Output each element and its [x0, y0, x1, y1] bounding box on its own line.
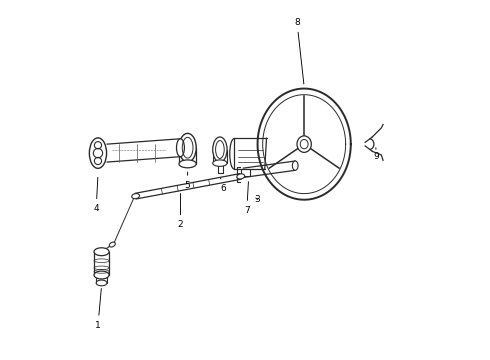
Ellipse shape — [94, 248, 109, 256]
Ellipse shape — [89, 138, 107, 168]
Text: 2: 2 — [178, 194, 183, 229]
Ellipse shape — [176, 139, 184, 157]
Text: 8: 8 — [294, 18, 304, 84]
Text: 4: 4 — [94, 177, 99, 213]
Text: 3: 3 — [255, 195, 260, 204]
Ellipse shape — [94, 271, 109, 279]
Ellipse shape — [213, 137, 227, 162]
Text: 6: 6 — [220, 178, 226, 193]
Text: 7: 7 — [244, 182, 250, 215]
Ellipse shape — [179, 160, 196, 168]
Ellipse shape — [96, 280, 107, 286]
Text: 9: 9 — [373, 148, 379, 161]
Ellipse shape — [179, 134, 196, 162]
Ellipse shape — [237, 174, 245, 179]
Ellipse shape — [109, 242, 115, 247]
Ellipse shape — [293, 161, 298, 170]
Ellipse shape — [132, 194, 140, 199]
Ellipse shape — [213, 160, 227, 166]
Text: 1: 1 — [95, 289, 101, 330]
Ellipse shape — [297, 136, 311, 152]
Text: 5: 5 — [185, 172, 191, 190]
